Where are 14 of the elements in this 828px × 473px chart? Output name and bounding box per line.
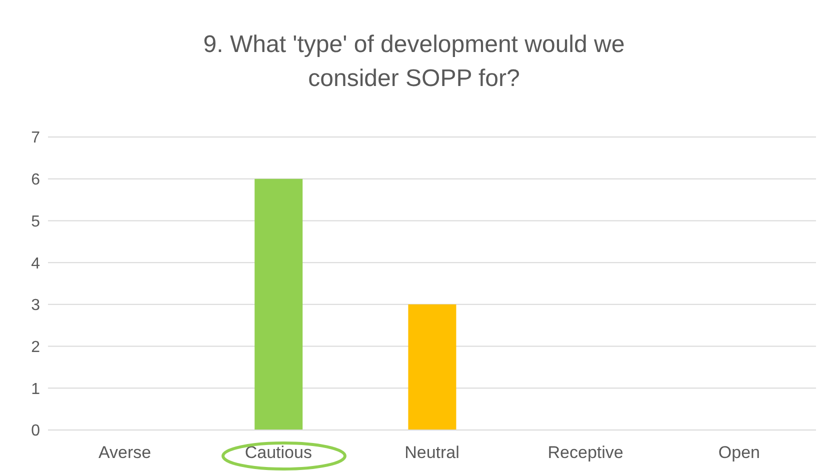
x-tick-label: Cautious [244, 443, 312, 462]
chart-title: 9. What 'type' of development would we consider SOPP for? [202, 30, 626, 94]
y-tick-label: 6 [31, 172, 40, 189]
x-tick-label: Averse [98, 443, 152, 462]
y-tick-label: 2 [31, 338, 40, 356]
x-tick-label: Receptive [548, 443, 624, 462]
y-tick-label: 5 [31, 213, 40, 230]
y-tick-label: 1 [31, 380, 40, 398]
y-tick-label: 3 [31, 297, 40, 314]
y-tick-label: 4 [31, 255, 40, 272]
y-tick-label: 7 [31, 130, 40, 147]
x-tick-label: Open [718, 443, 760, 462]
x-tick-label: Neutral [404, 443, 460, 462]
y-tick-label: 0 [31, 422, 40, 440]
